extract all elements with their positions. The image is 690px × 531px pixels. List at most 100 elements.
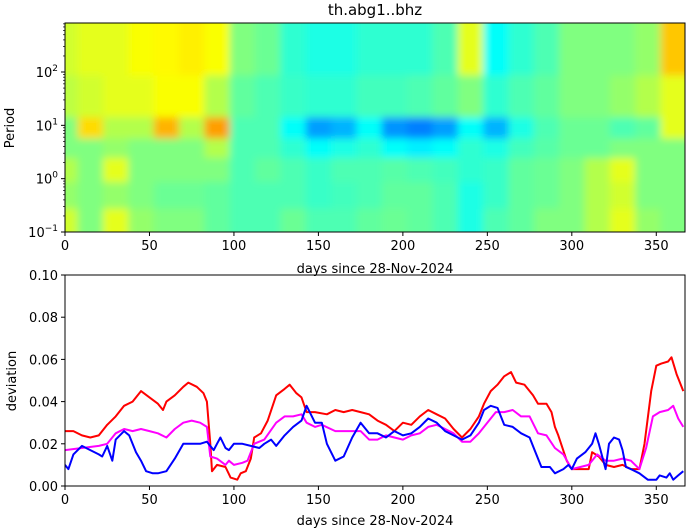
heatmap-cell <box>128 208 155 232</box>
x-tick-label: 150 <box>306 239 331 254</box>
heatmap-cell <box>77 75 104 118</box>
heatmap-cell <box>77 157 104 183</box>
heatmap-title: th.abg1..bhz <box>328 1 422 19</box>
heatmap-cell <box>432 208 459 232</box>
heatmap-cell <box>65 75 79 118</box>
line-axes-frame <box>64 274 686 487</box>
heatmap-cell <box>255 157 281 183</box>
deviation-lines <box>65 356 685 481</box>
heatmap-cell <box>407 117 433 140</box>
heatmap-cell <box>381 23 408 76</box>
y-tick-label: 0.04 <box>29 396 58 411</box>
heatmap-cell <box>584 23 611 76</box>
heatmap-cell <box>559 157 585 183</box>
heatmap-xlabel: days since 28-Nov-2024 <box>297 262 454 277</box>
heatmap-cell <box>356 117 383 140</box>
heatmap-cell <box>483 182 509 210</box>
heatmap-cell <box>533 23 560 76</box>
x-tick-label: 300 <box>559 239 584 254</box>
y-tick-label: 0.10 <box>29 269 58 284</box>
x-tick-label: 200 <box>390 239 415 254</box>
heatmap-cell <box>179 75 205 118</box>
heatmap-cell <box>660 138 685 159</box>
line-xlabel: days since 28-Nov-2024 <box>297 514 454 529</box>
heatmap-cell <box>407 208 433 232</box>
heatmap-cell <box>457 182 484 210</box>
heatmap-cell <box>280 208 307 232</box>
heatmap-cell <box>559 208 585 232</box>
heatmap-cell <box>305 208 332 232</box>
heatmap-cell <box>432 138 459 159</box>
heatmap-cell <box>65 208 79 232</box>
heatmap-cell <box>179 182 205 210</box>
heatmap-cell <box>635 75 662 118</box>
heatmap-cell <box>229 138 256 159</box>
heatmap-cell <box>407 138 433 159</box>
heatmap-cell <box>457 208 484 232</box>
heatmap-cell <box>508 182 535 210</box>
heatmap-cell <box>77 138 104 159</box>
heatmap-cell <box>508 23 535 76</box>
heatmap-cell <box>483 208 509 232</box>
heatmap-cell <box>103 182 129 210</box>
heatmap-cell <box>103 75 129 118</box>
heatmap-cell <box>407 75 433 118</box>
heatmap-cell <box>660 157 685 183</box>
line-ticks: 0 50 100 150 200 250 300 350 0.00 0.02 0.04 0.06 0.0… <box>29 269 669 508</box>
heatmap-cell <box>533 208 560 232</box>
heatmap-cell <box>533 117 560 140</box>
heatmap-cell <box>609 182 636 210</box>
heatmap-cell <box>508 208 535 232</box>
heatmap-cell <box>331 208 357 232</box>
heatmap-cell <box>584 117 611 140</box>
heatmap-cell <box>432 117 459 140</box>
y-tick-label: 0.00 <box>29 480 58 495</box>
heatmap-cell <box>660 117 685 140</box>
heatmap-ylabel: Period <box>3 108 18 149</box>
heatmap-cell <box>483 23 509 76</box>
heatmap-cell <box>508 157 535 183</box>
series-line-2 <box>65 404 684 481</box>
heatmap-cell <box>559 23 585 76</box>
heatmap-cell <box>280 117 307 140</box>
heatmap-cell <box>381 117 408 140</box>
heatmap-cell <box>77 182 104 210</box>
heatmap-cell <box>457 23 484 76</box>
heatmap-cell <box>331 138 357 159</box>
heatmap-cell <box>533 138 560 159</box>
x-tick-label: 0 <box>61 493 69 508</box>
heatmap-cell <box>635 157 662 183</box>
x-tick-label: 350 <box>644 493 669 508</box>
heatmap-cell <box>204 75 231 118</box>
heatmap-cell <box>280 157 307 183</box>
heatmap-cell <box>635 138 662 159</box>
heatmap-cell <box>432 182 459 210</box>
heatmap-cell <box>229 157 256 183</box>
heatmap-cell <box>609 208 636 232</box>
heatmap-cell <box>280 23 307 76</box>
x-tick-label: 250 <box>475 493 500 508</box>
heatmap-cell <box>65 138 79 159</box>
heatmap-cell <box>457 138 484 159</box>
heatmap-cell <box>609 157 636 183</box>
heatmap-cell <box>483 157 509 183</box>
heatmap-cell <box>457 157 484 183</box>
x-tick-label: 0 <box>61 239 69 254</box>
heatmap-cell <box>381 75 408 118</box>
y-tick-label: 100 <box>36 171 59 188</box>
heatmap-cells <box>65 23 685 232</box>
heatmap-cell <box>381 138 408 159</box>
heatmap-cell <box>635 117 662 140</box>
heatmap-cell <box>660 182 685 210</box>
heatmap-cell <box>65 117 79 140</box>
heatmap-cell <box>305 23 332 76</box>
heatmap-cell <box>179 23 205 76</box>
x-tick-label: 200 <box>390 493 415 508</box>
heatmap-cell <box>457 117 484 140</box>
heatmap-cell <box>407 182 433 210</box>
heatmap-cell <box>128 138 155 159</box>
heatmap-cell <box>381 208 408 232</box>
y-tick-label: 102 <box>36 64 58 81</box>
heatmap-cell <box>559 182 585 210</box>
heatmap-cell <box>153 138 180 159</box>
